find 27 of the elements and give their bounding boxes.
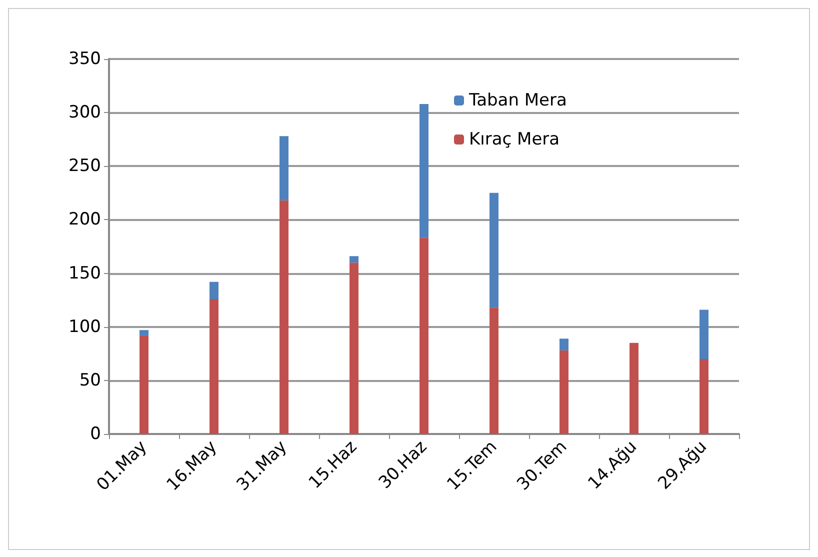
bar xyxy=(490,192,498,308)
bar xyxy=(700,359,708,434)
bar xyxy=(420,238,428,434)
bar xyxy=(140,335,148,434)
bar xyxy=(140,330,148,336)
y-tick-label: 50 xyxy=(79,370,101,390)
y-tick-label: 250 xyxy=(68,156,101,176)
bar xyxy=(210,299,218,434)
bar xyxy=(560,338,568,350)
bar xyxy=(490,308,498,434)
y-tick-label: 0 xyxy=(90,424,101,444)
bar xyxy=(420,104,428,238)
y-tick-label: 300 xyxy=(68,102,101,123)
bar xyxy=(560,350,568,434)
bar xyxy=(700,310,708,359)
bar xyxy=(280,200,288,434)
y-tick-label: 200 xyxy=(68,210,101,230)
bar xyxy=(350,262,358,434)
legend-label: Taban Mera xyxy=(468,90,567,110)
bar xyxy=(280,136,288,200)
y-tick-label: 100 xyxy=(68,316,101,337)
bar xyxy=(630,342,638,434)
bar xyxy=(350,256,358,263)
y-tick-label: 150 xyxy=(68,263,101,284)
legend-label: Kıraç Mera xyxy=(469,130,560,150)
bar xyxy=(210,282,218,299)
y-tick-label: 350 xyxy=(68,49,101,69)
